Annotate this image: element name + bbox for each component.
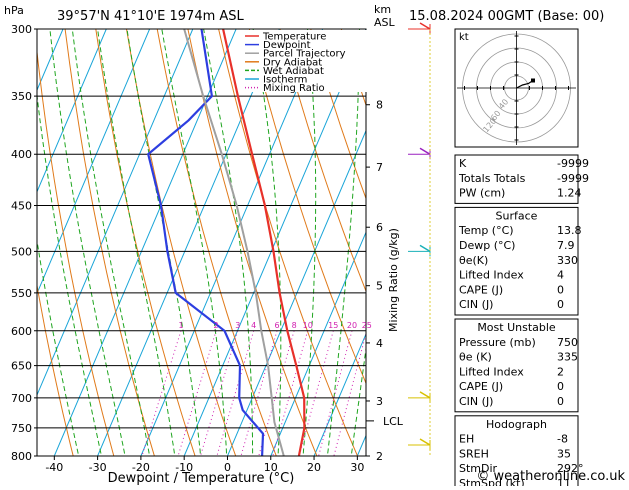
- hodograph-storm-marker: [531, 79, 535, 83]
- temperature-tick-label: -30: [89, 461, 107, 474]
- hodograph-kt-label: kt: [459, 32, 469, 43]
- isotherm-line: [98, 29, 280, 456]
- table-row-value: 335: [557, 351, 578, 364]
- pressure-tick-label: 500: [11, 245, 32, 258]
- pressure-tick-label: 400: [11, 148, 32, 161]
- mixing-ratio-label: 1: [178, 321, 183, 330]
- pressure-tick-label: 800: [11, 450, 32, 463]
- table-section-title: Most Unstable: [477, 321, 556, 334]
- mixing-ratio-label: 6: [274, 321, 279, 330]
- isotherm-line: [54, 29, 236, 456]
- table-row-value: 1.24: [557, 187, 582, 200]
- mixing-ratio-label: 20: [347, 321, 357, 330]
- table-section-title: Hodograph: [486, 418, 547, 431]
- table-row-value: 13.8: [557, 224, 582, 237]
- pressure-tick-label: 350: [11, 90, 32, 103]
- dry-adiabat-line: [127, 29, 236, 456]
- table-row-value: 4: [557, 269, 564, 282]
- table-section-title: Surface: [496, 209, 538, 222]
- datetime-title: 15.08.2024 00GMT (Base: 00): [409, 9, 604, 24]
- wet-adiabat-line: [327, 29, 360, 461]
- temperature-tick-label: 20: [307, 461, 321, 474]
- wet-adiabat-line: [374, 29, 442, 461]
- table-row-label: CAPE (J): [459, 380, 503, 393]
- table-row-value: -9999: [557, 157, 589, 170]
- km-tick-label: 8: [376, 99, 383, 112]
- mixing-ratio-line: [319, 331, 352, 456]
- table-row-label: θe (K): [459, 351, 492, 364]
- table-row-value: 35: [557, 447, 571, 460]
- table-row-label: CAPE (J): [459, 283, 503, 296]
- table-row-value: 0: [557, 298, 564, 311]
- pressure-tick-label: 700: [11, 392, 32, 405]
- table-row-label: Lifted Index: [459, 269, 524, 282]
- table-row-value: -8: [557, 433, 568, 446]
- lcl-label: LCL: [383, 415, 404, 428]
- table-row-label: PW (cm): [459, 187, 505, 200]
- table-row-value: 2: [557, 365, 564, 378]
- pressure-tick-label: 300: [11, 23, 32, 36]
- km-tick-label: 5: [376, 280, 383, 293]
- wind-barb: [420, 245, 430, 251]
- km-tick-label: 7: [376, 161, 383, 174]
- pressure-tick-label: 650: [11, 360, 32, 373]
- mixing-ratio-label: 10: [303, 321, 313, 330]
- hpa-label: hPa: [4, 4, 24, 17]
- table-row-label: Pressure (mb): [459, 336, 536, 349]
- copyright-footer: © weatheronline.co.uk: [476, 469, 625, 484]
- table-row-label: Temp (°C): [458, 224, 514, 237]
- wind-barb: [420, 439, 430, 445]
- dry-adiabat-line: [587, 29, 629, 456]
- table-row-label: K: [459, 157, 467, 170]
- table-row-label: Lifted Index: [459, 365, 524, 378]
- km-tick-label: 2: [376, 450, 383, 463]
- legend-item-label: Mixing Ratio: [263, 83, 325, 94]
- table-row-label: CIN (J): [459, 395, 493, 408]
- table-row-label: SREH: [459, 447, 489, 460]
- km-tick-label: 3: [376, 395, 383, 408]
- table-row-label: Dewp (°C): [459, 239, 515, 252]
- table-row-label: CIN (J): [459, 298, 493, 311]
- table-row-label: EH: [459, 433, 474, 446]
- location-title: 39°57'N 41°10'E 1974m ASL: [57, 9, 245, 24]
- wet-adiabat-line: [72, 29, 150, 461]
- table-row-value: 0: [557, 380, 564, 393]
- asl-label: ASL: [374, 16, 396, 29]
- mixing-ratio-label: 15: [328, 321, 338, 330]
- temperature-tick-label: 30: [350, 461, 364, 474]
- table-row-value: 0: [557, 395, 564, 408]
- wind-barbs: [408, 23, 430, 456]
- pressure-tick-label: 600: [11, 325, 32, 338]
- table-row-value: -9999: [557, 172, 589, 185]
- mixing-ratio-label: 8: [292, 321, 297, 330]
- mixing-ratio-axis-label: Mixing Ratio (g/kg): [387, 228, 400, 332]
- table-row-label: θe(K): [459, 254, 488, 267]
- pressure-tick-label: 550: [11, 287, 32, 300]
- km-tick-label: 6: [376, 221, 383, 234]
- pressure-tick-label: 750: [11, 422, 32, 435]
- temperature-tick-label: -40: [45, 461, 63, 474]
- wind-barb: [420, 392, 430, 398]
- dry-adiabat-line: [618, 29, 629, 456]
- stats-table: K -9999 Totals Totals -9999 PW (cm) 1.24 Surfa…: [455, 155, 589, 486]
- table-row-value: 0: [557, 283, 564, 296]
- table-row-value: 750: [557, 336, 578, 349]
- wind-barb: [420, 148, 430, 154]
- mixing-ratio-label: 2: [214, 321, 219, 330]
- table-row-value: 7.9: [557, 239, 575, 252]
- pressure-tick-label: 450: [11, 200, 32, 213]
- wet-adiabat-line: [50, 29, 126, 461]
- mixing-ratio-label: 3: [235, 321, 240, 330]
- x-axis-label: Dewpoint / Temperature (°C): [108, 471, 295, 486]
- table-row-value: 330: [557, 254, 578, 267]
- mixing-ratio-label: 25: [362, 321, 372, 330]
- mixing-ratio-label: 4: [251, 321, 256, 330]
- km-label: km: [374, 3, 391, 16]
- km-tick-label: 4: [376, 337, 383, 350]
- table-row-label: Totals Totals: [458, 172, 526, 185]
